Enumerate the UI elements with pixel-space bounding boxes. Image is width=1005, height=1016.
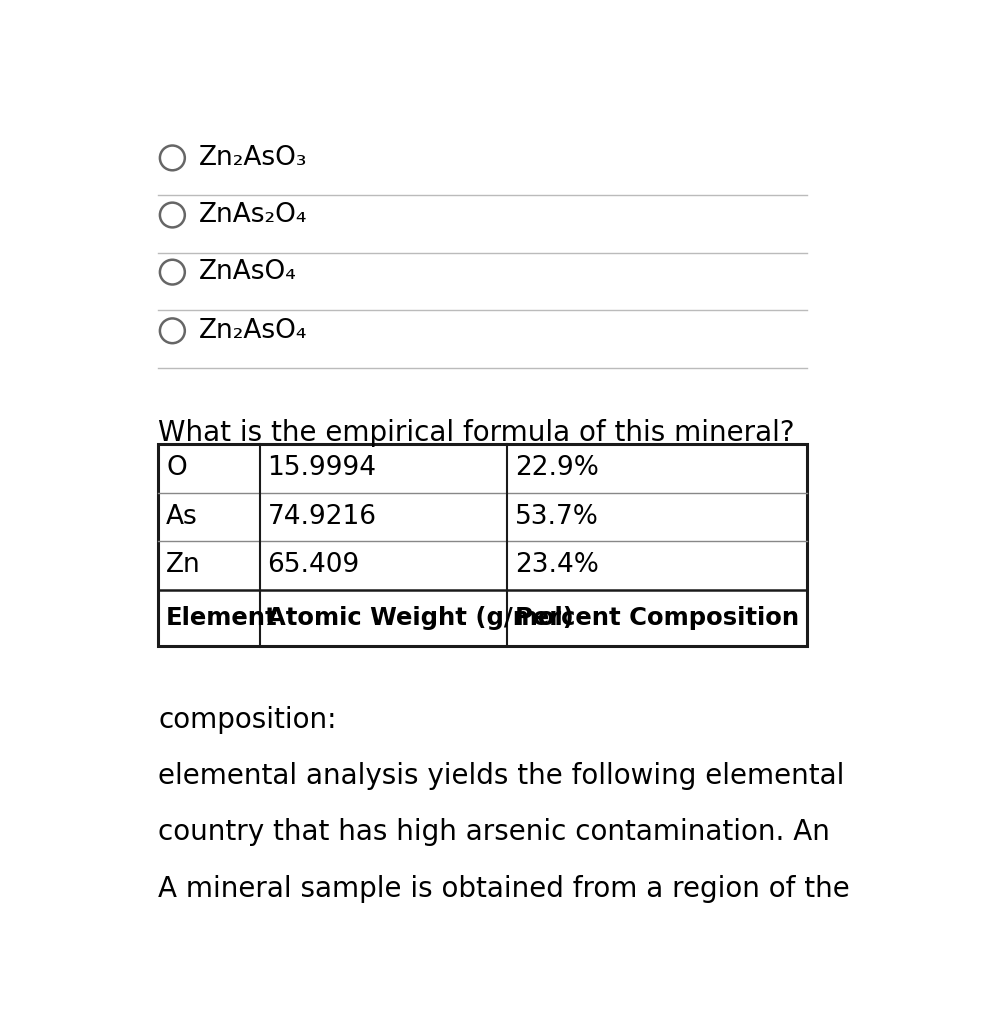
Text: country that has high arsenic contamination. An: country that has high arsenic contaminat… <box>159 818 830 846</box>
Text: Atomic Weight (g/mol): Atomic Weight (g/mol) <box>267 606 574 630</box>
Text: composition:: composition: <box>159 705 337 734</box>
Text: Element: Element <box>166 606 277 630</box>
Text: 65.409: 65.409 <box>267 553 360 578</box>
Text: ZnAs₂O₄: ZnAs₂O₄ <box>199 202 308 228</box>
Text: ZnAsO₄: ZnAsO₄ <box>199 259 296 285</box>
Text: A mineral sample is obtained from a region of the: A mineral sample is obtained from a regi… <box>159 875 850 902</box>
Text: elemental analysis yields the following elemental: elemental analysis yields the following … <box>159 762 845 789</box>
Text: 22.9%: 22.9% <box>516 455 599 482</box>
Text: Zn: Zn <box>166 553 201 578</box>
Text: 23.4%: 23.4% <box>516 553 599 578</box>
Text: Zn₂AsO₄: Zn₂AsO₄ <box>199 318 308 343</box>
Text: 15.9994: 15.9994 <box>267 455 377 482</box>
Text: 53.7%: 53.7% <box>516 504 599 530</box>
Text: O: O <box>166 455 187 482</box>
Text: As: As <box>166 504 198 530</box>
Text: What is the empirical formula of this mineral?: What is the empirical formula of this mi… <box>159 420 795 447</box>
Text: Zn₂AsO₃: Zn₂AsO₃ <box>199 145 308 171</box>
Bar <box>159 444 807 646</box>
Text: 74.9216: 74.9216 <box>267 504 377 530</box>
Text: Percent Composition: Percent Composition <box>516 606 799 630</box>
